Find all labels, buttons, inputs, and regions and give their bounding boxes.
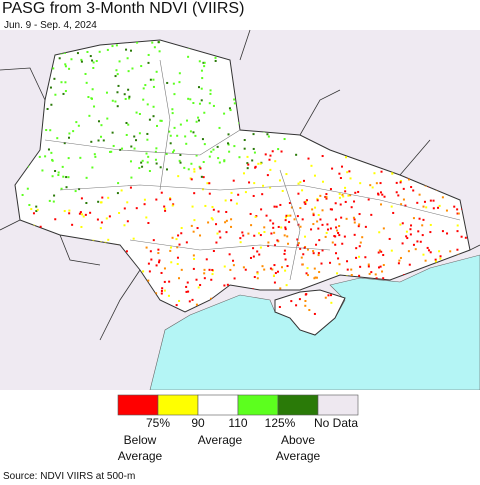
subtitle: Jun. 9 - Sep. 4, 2024 [4,20,97,31]
oblast-borders [44,59,461,281]
source: Source: NDVI VIIRS at 500-m [3,471,136,482]
legend-swatch [237,394,279,416]
legend-swatch [157,394,199,416]
legend-tick-label: No Data [313,416,359,430]
title: PASG from 3-Month NDVI (VIIRS) [2,0,245,17]
legend-tick-label: 110 [228,416,248,430]
legend-swatch [117,394,159,416]
borders [0,29,480,341]
crimea [274,289,346,336]
legend-group-label: Below Average [117,433,163,463]
legend [117,394,359,416]
map [0,29,480,390]
legend-swatch [197,394,239,416]
country [14,39,471,313]
legend-group-label: Above Average [275,433,321,463]
legend-tick-label: 90 [191,416,205,430]
legend-group-label: Average [197,433,243,447]
legend-swatch [317,394,359,416]
legend-tick-label: 75% [145,416,171,430]
legend-swatch [277,394,319,416]
legend-tick-label: 125% [264,416,296,430]
